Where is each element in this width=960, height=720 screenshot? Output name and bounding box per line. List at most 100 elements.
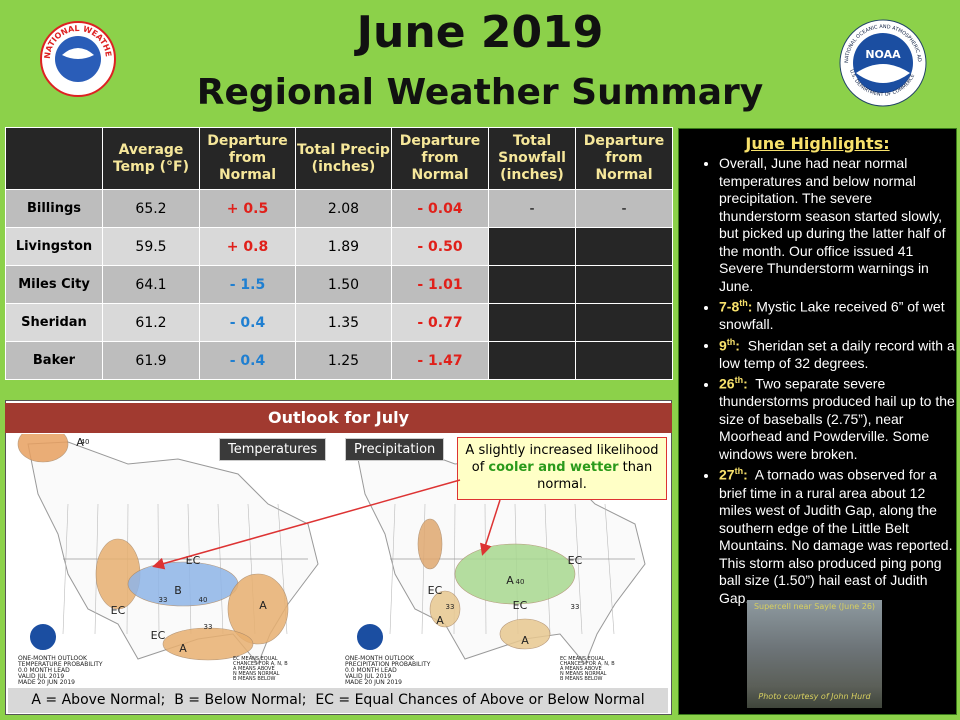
probability-area	[17, 434, 69, 463]
map-caption: 0.0 MONTH LEAD	[18, 667, 70, 674]
column-header: Departure from Normal	[199, 127, 296, 190]
map-note: CHANCES FOR A, N, B	[560, 661, 615, 667]
highlight-day-suffix: th	[739, 298, 748, 308]
row-header: Baker	[5, 341, 103, 380]
map-caption: MADE 20 JUN 2019	[18, 679, 75, 686]
highlight-day: 26	[719, 375, 735, 392]
row-header: Livingston	[5, 227, 103, 266]
noaa-logo: NATIONAL OCEANIC AND ATMOSPHERIC ADMINIS…	[838, 18, 927, 107]
map-caption: TEMPERATURE PROBABILITY	[17, 661, 103, 668]
photo-credit: Photo courtesy of John Hurd	[758, 692, 871, 701]
table-cell: -	[488, 189, 576, 228]
subtitle: Regional Weather Summary	[196, 72, 764, 113]
map-label: EC	[186, 554, 201, 567]
map-caption: ONE-MONTH OUTLOOK	[345, 655, 415, 662]
table-row: Miles City 64.1- 1.5 1.50- 1.01	[5, 265, 673, 304]
map-label: A	[259, 599, 267, 612]
table-cell: - 1.47	[391, 341, 489, 380]
highlight-day-suffix: th	[734, 375, 744, 386]
empty-cell	[575, 341, 673, 380]
table-cell: - 0.04	[391, 189, 489, 228]
map-label: 40	[516, 578, 525, 586]
map-label: A	[76, 436, 84, 449]
map-note: B MEANS BELOW	[233, 676, 276, 682]
border	[604, 503, 615, 635]
map-note: B MEANS BELOW	[560, 676, 603, 682]
row-header: Miles City	[5, 265, 103, 304]
legend: A = Above Normal; B = Below Normal; EC =…	[8, 688, 668, 713]
map-label: 33	[159, 596, 168, 604]
empty-cell	[575, 227, 673, 266]
map-caption: PRECIPITATION PROBABILITY	[345, 661, 431, 668]
map-caption: MADE 20 JUN 2019	[345, 679, 402, 686]
table-cell: - 0.77	[391, 303, 489, 342]
nws-logo: NATIONAL WEATHER SERVICE	[40, 15, 116, 97]
title: June 2019	[356, 7, 604, 58]
probability-area	[429, 590, 461, 628]
photo-caption: Supercell near Sayle (June 26)	[753, 602, 876, 611]
map-note: A MEANS ABOVE	[233, 666, 275, 672]
table-cell: - 0.4	[199, 341, 296, 380]
column-header: Total Snowfall (inches)	[488, 127, 576, 190]
map-label: Precipitation	[345, 438, 445, 461]
map-label: B	[174, 584, 182, 597]
column-header: Departure from Normal	[575, 127, 673, 190]
empty-cell	[488, 341, 576, 380]
map-label: 33	[204, 623, 213, 631]
map-label: EC	[151, 629, 166, 642]
highlight-text: Two separate severe thunderstorms produc…	[719, 375, 959, 462]
noaa-badge	[28, 622, 58, 652]
noaa-badge	[355, 622, 385, 652]
map-label: 40	[81, 438, 90, 446]
table-cell: 1.25	[295, 341, 392, 380]
highlight-text: Mystic Lake received 6” of wet snowfall.	[719, 298, 949, 333]
map-caption: 0.0 MONTH LEAD	[345, 667, 397, 674]
map-label: EC	[428, 584, 443, 597]
highlight-day: 9	[719, 337, 727, 354]
table-row: Billings 65.2 + 0.5 2.08- 0.04- -	[5, 189, 673, 228]
border	[574, 503, 583, 635]
highlight-item: 27th: A tornado was observed for a brief…	[719, 463, 958, 607]
highlights-list: Overall, June had near normal temperatur…	[679, 155, 958, 607]
map-note: EC MEANS EQUAL	[560, 656, 605, 662]
table-cell: - 1.01	[391, 265, 489, 304]
highlight-item: Overall, June had near normal temperatur…	[719, 155, 958, 295]
highlight-day-suffix: th	[734, 466, 744, 477]
highlights-panel: June Highlights: Overall, June had near …	[678, 128, 957, 715]
map-label: A	[179, 642, 187, 655]
probability-area	[454, 543, 576, 605]
corner	[5, 127, 103, 190]
summary-table: Average Temp (°F) Departure from Normal To…	[5, 127, 673, 380]
map-label: 40	[199, 596, 208, 604]
map-label: EC	[111, 604, 126, 617]
table-cell: + 0.5	[199, 189, 296, 228]
highlight-day: 27	[719, 467, 735, 484]
map-note: CHANCES FOR A, N, B	[233, 661, 288, 667]
highlight-item: 7-8th: Mystic Lake received 6” of wet sn…	[719, 295, 958, 334]
table-cell: 1.35	[295, 303, 392, 342]
table-cell: - 0.50	[391, 227, 489, 266]
map-caption: VALID JUL 2019	[18, 673, 64, 680]
highlight-colon: :	[743, 375, 748, 392]
highlight-text: Sheridan set a daily record with a low t…	[719, 337, 959, 371]
column-header: Average Temp (°F)	[102, 127, 200, 190]
empty-cell	[488, 303, 576, 342]
map-label: EC	[513, 599, 528, 612]
map-note: EC MEANS EQUAL	[233, 656, 278, 662]
table-cell: + 0.8	[199, 227, 296, 266]
map-note: N MEANS NORMAL	[233, 671, 280, 677]
highlight-text: Overall, June had near normal temperatur…	[719, 155, 950, 294]
table-cell: 64.1	[102, 265, 200, 304]
probability-area	[162, 627, 254, 661]
map-caption: ONE-MONTH OUTLOOK	[18, 655, 88, 662]
column-header: Total Precip (inches)	[295, 127, 392, 190]
table-cell: 59.5	[102, 227, 200, 266]
table-cell: 1.50	[295, 265, 392, 304]
probability-area	[499, 618, 551, 650]
map-note: A MEANS ABOVE	[560, 666, 602, 672]
row-header: Billings	[5, 189, 103, 228]
logo-text: NOAA	[865, 48, 901, 61]
map-label: 33	[446, 603, 455, 611]
map-label: Temperatures	[219, 438, 327, 461]
